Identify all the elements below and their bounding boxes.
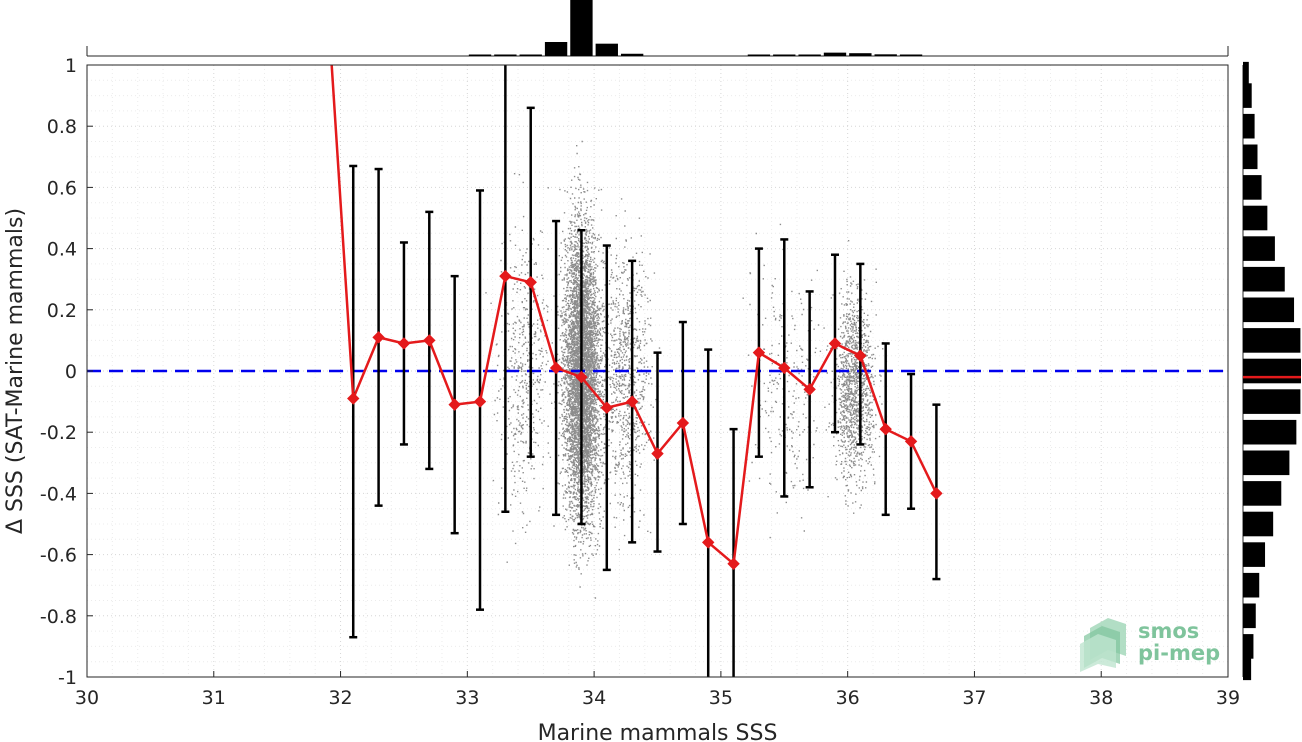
logo-text-smos: smos	[1138, 619, 1199, 643]
mean-marker	[549, 361, 563, 375]
top-histogram-bar	[570, 0, 593, 56]
right-histogram-bar	[1243, 144, 1258, 170]
x-tick-label: 38	[1089, 687, 1113, 709]
right-histogram-bar	[1243, 61, 1249, 87]
right-histogram-bar	[1243, 266, 1285, 292]
right-histogram-bar	[1243, 328, 1301, 353]
top-histogram-bar	[620, 53, 644, 56]
mean-marker	[904, 435, 918, 448]
right-histogram-bar	[1243, 450, 1290, 476]
x-tick-label: 39	[1216, 687, 1240, 709]
top-histogram-bar	[899, 54, 923, 56]
y-tick-label: -0.6	[40, 545, 77, 567]
mean-marker	[676, 416, 690, 430]
top-histogram-bar	[747, 54, 771, 56]
mean-marker	[879, 422, 892, 436]
top-histogram-bar	[823, 52, 847, 56]
right-histogram-bar	[1243, 603, 1256, 629]
y-tick-label: 0.4	[47, 239, 77, 261]
top-histogram-bar	[849, 53, 872, 56]
top-histogram-bar	[595, 43, 618, 56]
y-axis-label: Δ SSS (SAT-Marine mammals)	[3, 208, 28, 534]
mean-marker	[600, 401, 613, 414]
x-tick-label: 34	[582, 687, 606, 709]
right-histogram-bar	[1243, 542, 1266, 567]
mean-marker	[499, 269, 512, 283]
right-histogram	[1242, 61, 1301, 681]
right-histogram-bar	[1243, 236, 1275, 261]
scatter-points	[485, 140, 888, 599]
x-tick-label: 31	[202, 687, 226, 709]
x-tick-label: 36	[836, 687, 860, 709]
mean-marker	[448, 398, 461, 411]
right-histogram-bar	[1243, 634, 1254, 659]
right-histogram-bar	[1243, 297, 1295, 323]
mean-marker	[854, 349, 867, 362]
mean-marker	[727, 557, 740, 570]
y-tick-label: -0.4	[40, 483, 77, 505]
y-tick-label: 1	[65, 55, 77, 77]
mean-marker	[930, 487, 943, 500]
top-histogram-bar	[544, 42, 568, 56]
mean-marker	[575, 370, 588, 384]
top-histogram-bar	[874, 54, 897, 56]
mean-marker	[778, 361, 791, 375]
mean-marker	[828, 337, 842, 350]
mean-marker	[702, 536, 715, 549]
x-tick-label: 32	[328, 687, 352, 709]
y-tick-label: -0.2	[40, 422, 77, 444]
right-histogram-bar	[1243, 389, 1301, 414]
mean-marker	[625, 395, 639, 408]
top-histogram-bar	[494, 54, 517, 56]
right-histogram-bar	[1243, 511, 1274, 537]
y-tick-label: -0.8	[40, 606, 77, 628]
top-histogram-bar	[519, 54, 542, 56]
right-histogram-bar	[1243, 205, 1268, 231]
top-histogram	[86, 0, 1229, 57]
y-tick-label: 0	[65, 361, 77, 383]
top-histogram-bar	[468, 54, 492, 56]
mean-marker	[397, 337, 411, 350]
top-histogram-bar	[773, 54, 796, 56]
mean-marker	[651, 447, 664, 460]
mean-marker	[473, 395, 487, 408]
mean-marker	[372, 331, 385, 344]
y-tick-label: -1	[58, 667, 77, 689]
x-tick-label: 37	[962, 687, 986, 709]
mean-marker	[524, 276, 537, 289]
mean-marker	[803, 383, 816, 396]
right-histogram-bar	[1243, 113, 1255, 139]
right-histogram-bar	[1243, 572, 1260, 598]
mean-marker	[752, 346, 766, 359]
scatter-point-cloud	[485, 140, 888, 599]
y-tick-label: 0.8	[47, 116, 77, 138]
top-histogram-bar	[798, 54, 821, 56]
right-histogram-bar	[1243, 83, 1252, 108]
mean-marker	[347, 392, 360, 405]
x-tick-label: 35	[709, 687, 733, 709]
x-tick-labels: 30 31 32 33 34 35 36 37 38 39	[75, 671, 1240, 709]
mean-marker	[423, 334, 436, 347]
y-tick-label: 0.2	[47, 300, 77, 322]
x-tick-label: 30	[75, 687, 99, 709]
x-tick-label: 33	[455, 687, 479, 709]
x-axis-label: Marine mammals SSS	[538, 721, 778, 742]
smos-pi-mep-logo: smos pi-mep	[1080, 618, 1220, 672]
right-histogram-bar	[1243, 481, 1282, 506]
right-histogram-bar	[1243, 419, 1297, 445]
y-tick-label: 0.6	[47, 177, 77, 199]
mean-line	[330, 64, 943, 570]
right-histogram-bar	[1243, 655, 1252, 681]
right-histogram-bar	[1243, 358, 1301, 384]
logo-text-pi-mep: pi-mep	[1138, 641, 1220, 665]
y-tick-labels: -1 -0.8 -0.6 -0.4 -0.2 0 0.2 0.4 0.6 0.8 1	[40, 55, 93, 689]
right-histogram-bar	[1243, 175, 1262, 200]
logo-icon	[1080, 618, 1126, 672]
